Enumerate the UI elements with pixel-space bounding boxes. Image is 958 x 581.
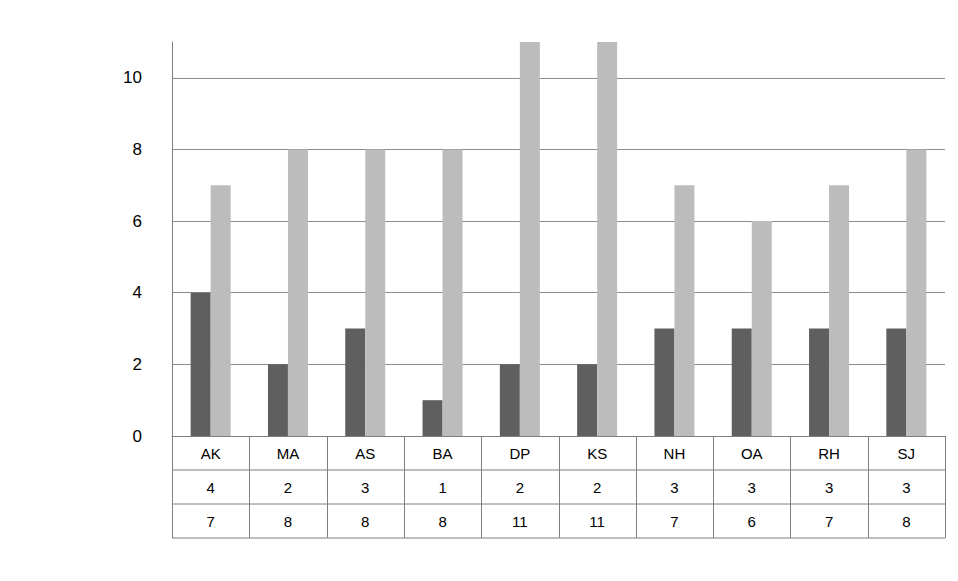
svg-text:11: 11: [589, 513, 605, 530]
svg-text:1: 1: [438, 479, 446, 496]
svg-text:OA: OA: [741, 445, 763, 462]
svg-text:8: 8: [361, 513, 369, 530]
svg-text:2: 2: [516, 479, 524, 496]
svg-text:8: 8: [284, 513, 292, 530]
svg-text:8: 8: [438, 513, 446, 530]
svg-text:3: 3: [748, 479, 756, 496]
svg-text:2: 2: [133, 355, 142, 374]
svg-text:NH: NH: [664, 445, 686, 462]
svg-text:RH: RH: [818, 445, 840, 462]
svg-text:11: 11: [512, 513, 528, 530]
svg-text:7: 7: [670, 513, 678, 530]
svg-text:7: 7: [206, 513, 214, 530]
svg-text:AS: AS: [355, 445, 375, 462]
svg-text:0: 0: [133, 427, 142, 446]
svg-text:4: 4: [206, 479, 214, 496]
svg-text:SJ: SJ: [898, 445, 916, 462]
svg-text:8: 8: [902, 513, 910, 530]
svg-text:AK: AK: [201, 445, 221, 462]
svg-text:7: 7: [825, 513, 833, 530]
svg-text:3: 3: [825, 479, 833, 496]
svg-text:4: 4: [133, 283, 142, 302]
svg-text:3: 3: [902, 479, 910, 496]
svg-text:8: 8: [133, 140, 142, 159]
svg-text:6: 6: [133, 212, 142, 231]
svg-text:3: 3: [670, 479, 678, 496]
svg-text:DP: DP: [509, 445, 530, 462]
svg-text:MA: MA: [277, 445, 300, 462]
svg-text:2: 2: [284, 479, 292, 496]
svg-text:3: 3: [361, 479, 369, 496]
svg-text:BA: BA: [433, 445, 453, 462]
svg-text:KS: KS: [587, 445, 607, 462]
svg-text:6: 6: [748, 513, 756, 530]
svg-text:2: 2: [593, 479, 601, 496]
svg-text:10: 10: [123, 68, 142, 87]
